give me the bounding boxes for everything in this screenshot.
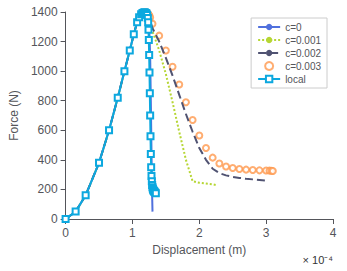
svg-text:600: 600	[38, 123, 58, 137]
svg-text:c=0.003: c=0.003	[285, 61, 321, 72]
svg-text:400: 400	[38, 153, 58, 167]
svg-text:200: 200	[38, 182, 58, 196]
svg-text:1200: 1200	[31, 35, 58, 49]
svg-text:× 10⁻⁴: × 10⁻⁴	[303, 254, 334, 266]
svg-text:local: local	[285, 74, 306, 85]
svg-text:800: 800	[38, 94, 58, 108]
svg-text:Displacement (m): Displacement (m)	[152, 243, 246, 257]
svg-text:Force (N): Force (N)	[7, 90, 21, 141]
svg-text:1: 1	[129, 226, 136, 240]
svg-text:0: 0	[62, 226, 69, 240]
svg-text:1000: 1000	[31, 64, 58, 78]
svg-text:2: 2	[196, 226, 203, 240]
svg-text:1400: 1400	[31, 5, 58, 19]
svg-text:4: 4	[330, 226, 337, 240]
svg-text:c=0.002: c=0.002	[285, 48, 321, 59]
svg-text:0: 0	[51, 212, 58, 226]
svg-text:c=0.001: c=0.001	[285, 35, 321, 46]
svg-text:c=0: c=0	[285, 22, 302, 33]
svg-text:3: 3	[263, 226, 270, 240]
